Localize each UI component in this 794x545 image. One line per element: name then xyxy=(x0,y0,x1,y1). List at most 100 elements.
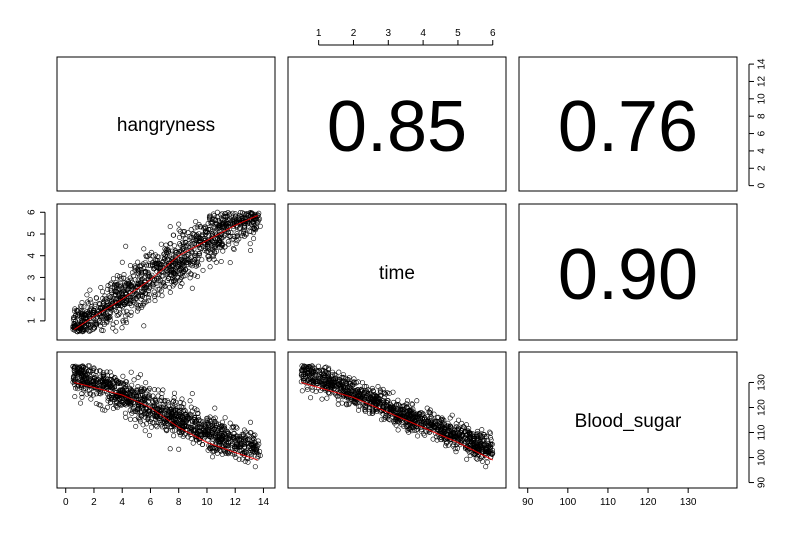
scatter-blood-sugar-vs-time-point xyxy=(386,416,392,422)
scatter-blood-sugar-vs-hangryness-point xyxy=(219,423,225,429)
scatter-blood-sugar-vs-time-point xyxy=(304,371,310,377)
scatter-blood-sugar-vs-time-point xyxy=(482,449,488,455)
scatter-time-vs-hangryness-point xyxy=(127,301,133,307)
scatter-blood-sugar-vs-hangryness-point xyxy=(185,434,191,440)
scatter-blood-sugar-vs-time-point xyxy=(395,402,401,408)
scatter-blood-sugar-vs-hangryness-point xyxy=(173,414,179,420)
scatter-blood-sugar-vs-hangryness-point xyxy=(194,407,200,413)
scatter-blood-sugar-vs-hangryness-point xyxy=(249,441,255,447)
scatter-time-vs-hangryness-point xyxy=(144,291,150,297)
scatter-blood-sugar-vs-hangryness-point xyxy=(172,416,178,422)
scatter-time-vs-hangryness-point xyxy=(220,248,226,254)
scatter-time-vs-hangryness-point xyxy=(101,321,107,327)
scatter-blood-sugar-vs-time-point xyxy=(454,427,460,433)
scatter-blood-sugar-vs-hangryness-point xyxy=(75,379,81,385)
scatter-blood-sugar-vs-hangryness-point xyxy=(123,382,129,388)
scatter-blood-sugar-vs-hangryness-point xyxy=(72,365,78,371)
scatter-blood-sugar-vs-time-point xyxy=(332,376,338,382)
scatter-time-vs-hangryness-point xyxy=(102,293,108,299)
scatter-blood-sugar-vs-time-point xyxy=(362,383,368,389)
scatter-time-vs-hangryness-point xyxy=(237,210,243,216)
scatter-time-vs-hangryness-point xyxy=(166,249,172,255)
scatter-blood-sugar-vs-hangryness-point xyxy=(177,417,183,423)
scatter-blood-sugar-vs-time-point xyxy=(315,369,321,375)
axis-top-time-tick-label: 2 xyxy=(351,28,357,39)
scatter-blood-sugar-vs-hangryness-point xyxy=(145,416,151,422)
scatter-time-vs-hangryness-point xyxy=(209,231,215,237)
scatter-blood-sugar-vs-hangryness-point xyxy=(135,383,141,389)
axis-top-time-tick-label: 3 xyxy=(386,28,392,39)
scatter-blood-sugar-vs-hangryness-point xyxy=(164,427,170,433)
panel-r1-c2 xyxy=(518,203,738,341)
scatter-time-vs-hangryness-point xyxy=(143,299,149,305)
scatter-blood-sugar-vs-time-point xyxy=(346,401,352,407)
scatter-time-vs-hangryness-point xyxy=(225,229,231,235)
scatter-time-vs-hangryness-point xyxy=(205,243,211,249)
scatter-time-vs-hangryness-point xyxy=(222,244,228,250)
scatter-time-vs-hangryness-point xyxy=(98,284,104,290)
diagonal-label-time: time xyxy=(379,263,415,284)
scatter-time-vs-hangryness-point xyxy=(94,307,100,313)
scatter-blood-sugar-vs-hangryness-point xyxy=(233,454,239,460)
scatter-blood-sugar-vs-time-point xyxy=(348,387,354,393)
scatter-blood-sugar-vs-hangryness-point xyxy=(173,399,179,405)
scatter-blood-sugar-vs-hangryness-point xyxy=(158,395,164,401)
scatter-blood-sugar-vs-hangryness-point xyxy=(116,381,122,387)
scatter-time-vs-hangryness-point xyxy=(171,271,177,277)
scatter-blood-sugar-vs-hangryness-point xyxy=(137,415,143,421)
scatter-time-vs-hangryness-point xyxy=(212,222,218,228)
scatter-blood-sugar-vs-time-point xyxy=(298,372,304,378)
scatter-blood-sugar-vs-hangryness-point xyxy=(127,407,133,413)
scatter-time-vs-hangryness-point xyxy=(118,283,124,289)
scatter-time-vs-hangryness-point xyxy=(231,247,237,253)
scatter-blood-sugar-vs-time-point xyxy=(485,444,491,450)
scatter-time-vs-hangryness-point xyxy=(177,267,183,273)
scatter-time-vs-hangryness-point xyxy=(198,224,204,230)
scatter-blood-sugar-vs-time-point xyxy=(343,394,349,400)
scatter-time-vs-hangryness-point xyxy=(72,306,78,312)
scatter-blood-sugar-vs-time-point xyxy=(443,443,449,449)
scatter-time-vs-hangryness-point xyxy=(79,311,85,317)
scatter-blood-sugar-vs-hangryness-point xyxy=(123,414,129,420)
scatter-blood-sugar-vs-time-point xyxy=(428,410,434,416)
scatter-blood-sugar-vs-time-point xyxy=(444,439,450,445)
scatter-blood-sugar-vs-hangryness-point xyxy=(138,409,144,415)
axis-top-time-tick-label: 1 xyxy=(316,28,322,39)
scatter-blood-sugar-vs-time-point xyxy=(366,410,372,416)
scatter-blood-sugar-vs-time-point xyxy=(301,365,307,371)
scatter-blood-sugar-vs-hangryness-point xyxy=(97,368,103,374)
scatter-blood-sugar-vs-time-point xyxy=(329,385,335,391)
scatter-time-vs-hangryness-point xyxy=(141,299,147,305)
scatter-blood-sugar-vs-hangryness-point xyxy=(252,464,258,470)
scatter-blood-sugar-vs-hangryness-point xyxy=(78,400,84,406)
scatter-time-vs-hangryness-point xyxy=(135,302,141,308)
scatter-time-vs-hangryness-point xyxy=(198,246,204,252)
scatter-blood-sugar-vs-hangryness-point xyxy=(219,432,225,438)
scatter-blood-sugar-vs-time-point xyxy=(311,369,317,375)
axis-bottom-hangryness-tick-label: 14 xyxy=(258,497,270,508)
scatter-blood-sugar-vs-hangryness-point xyxy=(217,439,223,445)
scatter-time-vs-hangryness-point xyxy=(168,269,174,275)
scatter-blood-sugar-vs-time-point xyxy=(474,428,480,434)
scatter-blood-sugar-vs-time-point xyxy=(381,416,387,422)
scatter-blood-sugar-vs-hangryness-point xyxy=(108,396,114,402)
scatter-blood-sugar-vs-time-point xyxy=(412,427,418,433)
scatter-blood-sugar-vs-time-point xyxy=(329,382,335,388)
axis-right-blood-sugar-tick-label: 120 xyxy=(757,399,768,416)
scatter-time-vs-hangryness-point xyxy=(247,210,253,216)
scatter-time-vs-hangryness-point xyxy=(164,270,170,276)
scatter-time-vs-hangryness-point xyxy=(116,293,122,299)
scatter-blood-sugar-vs-hangryness-point xyxy=(155,387,161,393)
scatter-blood-sugar-vs-hangryness-point xyxy=(71,378,77,384)
scatter-time-vs-hangryness-point xyxy=(100,328,106,334)
scatter-blood-sugar-vs-hangryness-point xyxy=(233,441,239,447)
scatter-blood-sugar-vs-hangryness-point xyxy=(79,391,85,397)
scatter-time-vs-hangryness-point xyxy=(231,226,237,232)
scatter-blood-sugar-vs-time-point xyxy=(463,435,469,441)
scatter-time-vs-hangryness-point xyxy=(219,211,225,217)
scatter-blood-sugar-vs-hangryness-point xyxy=(161,420,167,426)
scatter-time-vs-hangryness-point xyxy=(71,315,77,321)
scatter-blood-sugar-vs-hangryness-point xyxy=(245,432,251,438)
axis-left-time-tick-label: 6 xyxy=(27,209,38,215)
scatter-blood-sugar-vs-hangryness-point xyxy=(225,436,231,442)
